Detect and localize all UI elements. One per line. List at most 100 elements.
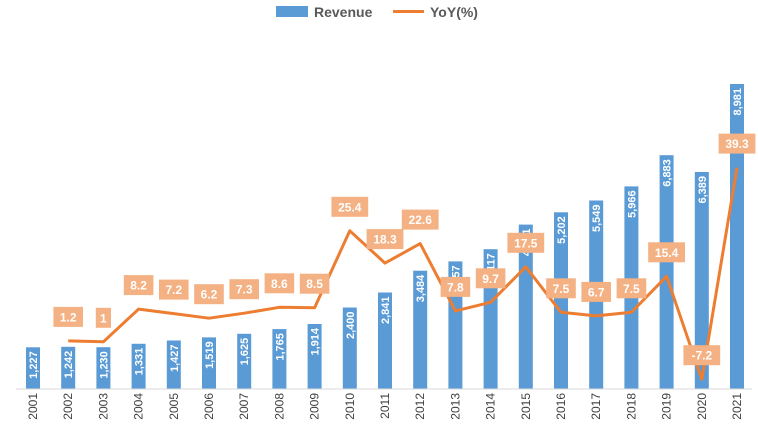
yoy-label-box xyxy=(616,278,647,299)
yoy-label: 7.8 xyxy=(440,276,471,297)
yoy-label: 8.6 xyxy=(264,273,295,294)
legend: Revenue YoY(%) xyxy=(276,4,478,20)
x-tick-label: 2005 xyxy=(167,393,181,420)
revenue-bar xyxy=(61,346,76,389)
revenue-bar-label: 6,883 xyxy=(662,159,674,187)
revenue-bar-label: 2,841 xyxy=(380,297,392,325)
revenue-bar xyxy=(96,347,111,389)
yoy-label-box xyxy=(194,284,224,305)
yoy-label: 8.5 xyxy=(299,273,330,294)
x-tick-label: 2013 xyxy=(448,393,462,420)
yoy-label-box xyxy=(440,276,471,297)
x-tick-label: 2018 xyxy=(624,393,638,420)
revenue-bars xyxy=(26,84,744,389)
revenue-bar-label: 5,966 xyxy=(626,190,638,218)
yoy-label-text: 7.3 xyxy=(236,283,253,297)
revenue-bar xyxy=(378,292,392,389)
legend-revenue-label: Revenue xyxy=(314,4,373,20)
yoy-label-box xyxy=(546,278,576,299)
revenue-bar xyxy=(730,84,744,389)
revenue-bar xyxy=(307,324,322,389)
yoy-label-text: 15.4 xyxy=(655,246,679,260)
yoy-label-box xyxy=(683,345,721,366)
yoy-label: 7.2 xyxy=(159,279,189,300)
yoy-label: 8.2 xyxy=(123,275,154,296)
x-tick-label: 2004 xyxy=(132,393,146,420)
yoy-label-box xyxy=(401,209,439,230)
yoy-label-text: 1 xyxy=(100,311,107,325)
yoy-label-box xyxy=(581,281,611,302)
x-tick-label: 2020 xyxy=(695,393,709,420)
revenue-bar-label: 1,331 xyxy=(134,348,146,376)
revenue-bar-label: 6,389 xyxy=(697,176,709,204)
yoy-label-text: 17.5 xyxy=(514,236,538,250)
yoy-label-box xyxy=(264,273,295,294)
yoy-label-box xyxy=(507,232,545,253)
revenue-bar xyxy=(694,172,709,389)
revenue-bar-label: 1,765 xyxy=(274,333,286,361)
revenue-bar xyxy=(26,347,40,389)
yoy-label: 6.7 xyxy=(581,281,611,302)
revenue-bar-label: 1,230 xyxy=(98,351,110,379)
revenue-bar xyxy=(659,155,674,389)
yoy-label-box xyxy=(95,307,111,328)
yoy-label: 18.3 xyxy=(366,229,404,250)
yoy-label-box xyxy=(53,306,83,327)
yoy-label-text: 7.2 xyxy=(165,283,182,297)
yoy-label: 25.4 xyxy=(331,196,369,217)
yoy-label-box xyxy=(366,229,404,250)
x-tick-label: 2012 xyxy=(413,393,427,420)
yoy-label-box xyxy=(648,242,685,263)
x-tick-label: 2006 xyxy=(202,393,216,420)
revenue-bar xyxy=(131,343,146,389)
yoy-label-text: 7.5 xyxy=(623,282,640,296)
revenue-bar-label: 1,519 xyxy=(204,341,216,369)
x-tick-label: 2010 xyxy=(343,393,357,420)
yoy-label-text: 18.3 xyxy=(373,233,397,247)
yoy-label-box xyxy=(718,133,756,154)
yoy-label-box xyxy=(475,268,506,289)
yoy-line xyxy=(68,167,739,381)
revenue-bar xyxy=(554,212,568,389)
x-tick-label: 2003 xyxy=(96,393,110,420)
x-tick-label: 2021 xyxy=(730,393,744,420)
x-tick-label: 2011 xyxy=(378,393,392,419)
revenue-bar xyxy=(342,307,357,389)
yoy-label: 1 xyxy=(95,307,111,328)
yoy-label: 22.6 xyxy=(401,209,439,230)
yoy-label-box xyxy=(159,279,189,300)
yoy-label: 7.5 xyxy=(546,278,576,299)
revenue-bar-label: 1,427 xyxy=(169,345,181,373)
revenue-bar xyxy=(237,333,252,389)
yoy-label-box xyxy=(299,273,330,294)
revenue-bar xyxy=(413,270,428,389)
yoy-label: 7.3 xyxy=(229,279,259,300)
revenue-bar xyxy=(166,340,181,389)
yoy-label-text: 8.6 xyxy=(271,277,288,291)
x-tick-label: 2007 xyxy=(237,393,251,420)
yoy-label-text: 6.2 xyxy=(201,288,218,302)
yoy-label-text: 1.2 xyxy=(60,310,77,324)
x-axis-ticks: 2001 2002 2003 2004 2005 2006 2007 2008 2009 2010… xyxy=(26,393,744,420)
yoy-label: 9.7 xyxy=(475,268,506,289)
x-tick-label: 2017 xyxy=(589,393,603,420)
yoy-label: -7.2 xyxy=(683,345,721,366)
x-tick-label: 2008 xyxy=(272,393,286,420)
yoy-label-text: 7.8 xyxy=(447,280,464,294)
revenue-bar-label: 1,625 xyxy=(239,338,251,366)
x-tick-label: 2015 xyxy=(519,393,533,420)
x-tick-label: 2001 xyxy=(26,393,40,420)
yoy-label: 15.4 xyxy=(648,242,685,263)
yoy-label-box xyxy=(123,275,154,296)
revenue-bar-label: 1,227 xyxy=(28,351,40,379)
revenue-bar-label: 8,981 xyxy=(732,88,744,116)
yoy-data-labels: 1.2 1 8.2 7.2 6.2 7.3 8.6 8.5 25.4 18.3 22.6 7.8 9.7… xyxy=(53,133,756,366)
yoy-label: 17.5 xyxy=(507,232,545,253)
revenue-bar-label: 5,549 xyxy=(591,205,603,233)
x-tick-label: 2019 xyxy=(660,393,674,420)
revenue-bar-label: 1,242 xyxy=(63,351,75,379)
yoy-label: 1.2 xyxy=(53,306,83,327)
yoy-label-text: 8.5 xyxy=(306,277,323,291)
revenue-bar xyxy=(202,337,216,389)
